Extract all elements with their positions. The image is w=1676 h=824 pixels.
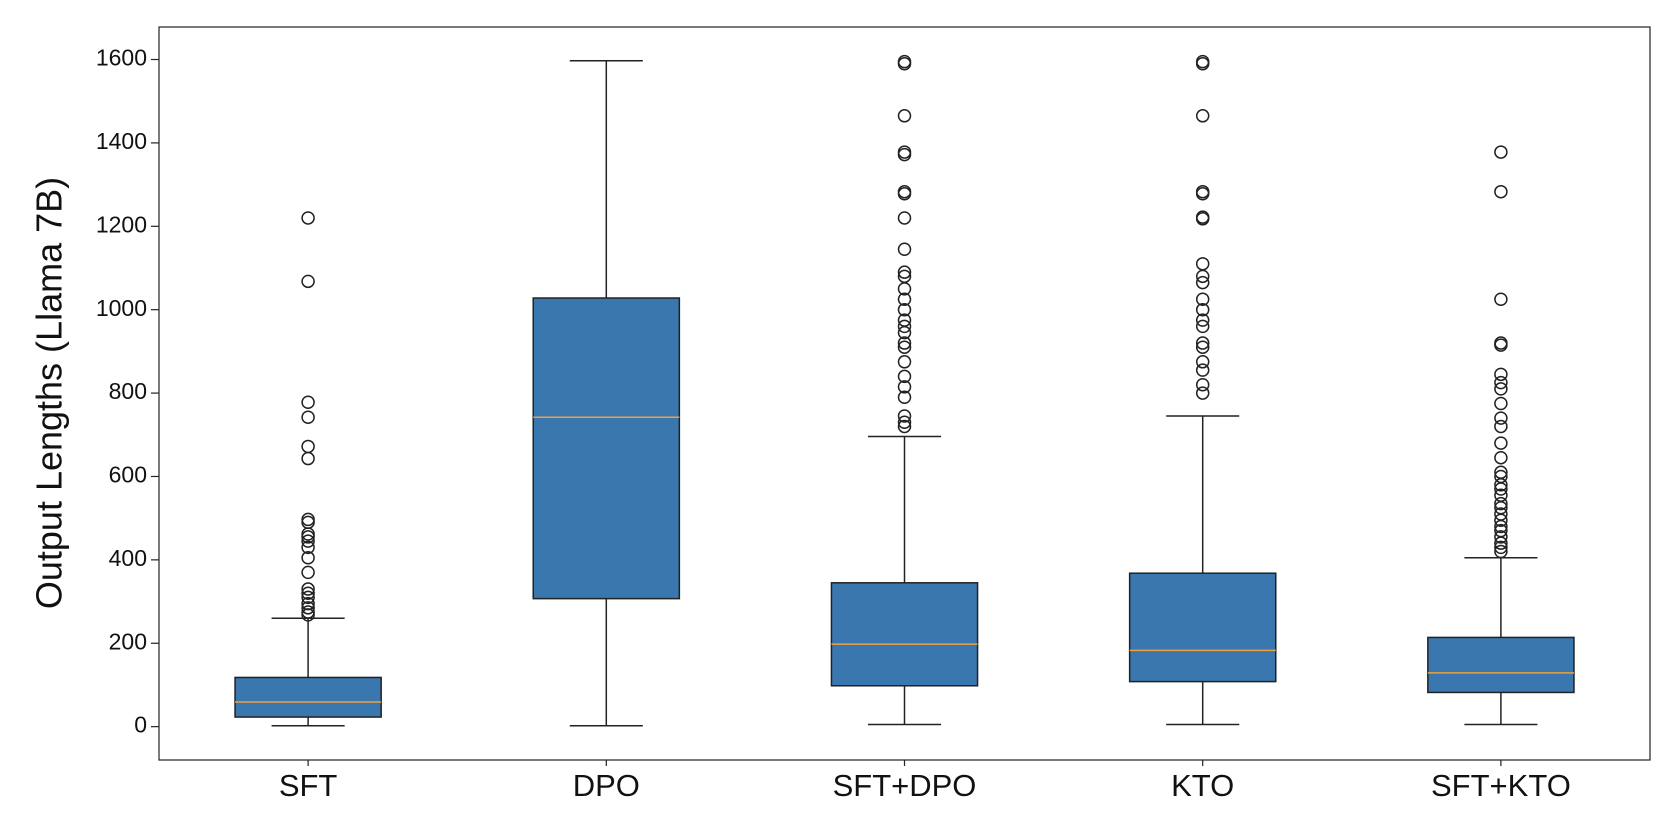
outlier — [301, 451, 315, 466]
outlier — [1494, 450, 1508, 465]
x-tick-label: KTO — [1171, 768, 1234, 803]
x-tick-label: SFT+KTO — [1431, 768, 1571, 803]
outlier — [1195, 377, 1210, 392]
outlier — [1494, 530, 1508, 544]
outlier — [1494, 536, 1508, 550]
outlier — [301, 551, 315, 565]
outlier — [897, 380, 912, 394]
outlier — [1494, 519, 1508, 534]
outlier — [897, 319, 912, 334]
outlier — [301, 410, 315, 425]
outlier — [1494, 513, 1508, 528]
outlier — [897, 415, 912, 430]
outlier — [1195, 386, 1210, 400]
outlier — [1494, 382, 1508, 396]
outlier — [301, 540, 315, 555]
outlier — [1494, 436, 1508, 450]
outlier — [897, 419, 912, 434]
outlier — [1195, 212, 1210, 226]
outlier — [897, 282, 912, 296]
outlier — [301, 601, 315, 615]
y-tick-label: 800 — [109, 378, 147, 404]
y-tick-label: 600 — [109, 462, 147, 488]
outlier — [301, 582, 315, 596]
y-tick-label: 1600 — [96, 45, 147, 71]
outlier — [1195, 319, 1210, 334]
outlier — [301, 512, 315, 527]
outlier — [897, 302, 912, 317]
outlier — [1195, 340, 1210, 354]
outlier — [301, 590, 315, 605]
outlier — [1195, 275, 1210, 290]
outlier — [1494, 496, 1508, 511]
outlier — [897, 325, 912, 340]
x-tick-label: SFT+DPO — [833, 768, 977, 803]
outlier — [897, 292, 912, 307]
outlier — [1494, 411, 1508, 425]
y-tick-label: 400 — [109, 545, 147, 571]
outlier — [1494, 396, 1508, 411]
y-tick-label: 1200 — [96, 211, 147, 237]
outlier — [897, 109, 912, 123]
box — [532, 297, 681, 600]
outlier — [897, 409, 912, 423]
outlier — [1195, 363, 1210, 377]
outlier — [301, 608, 315, 622]
outlier — [1195, 292, 1210, 307]
outlier — [897, 211, 912, 225]
box — [1427, 636, 1575, 694]
outlier — [1195, 56, 1210, 71]
outlier — [1195, 355, 1210, 369]
outlier — [1195, 257, 1210, 271]
outlier — [1494, 478, 1508, 492]
y-tick-label: 1000 — [96, 295, 147, 321]
outlier — [301, 534, 315, 548]
outlier — [1494, 145, 1508, 159]
outlier — [1494, 292, 1508, 307]
outlier — [897, 187, 912, 201]
outlier — [301, 530, 315, 544]
box — [1128, 572, 1277, 683]
outlier — [897, 242, 912, 256]
outlier — [301, 527, 315, 541]
y-tick-label: 0 — [134, 712, 147, 738]
outlier — [301, 274, 315, 289]
y-tick-label: 200 — [109, 628, 147, 654]
outlier — [897, 355, 912, 369]
outlier — [897, 147, 912, 162]
outlier — [1494, 540, 1508, 555]
outlier — [1494, 482, 1508, 496]
outlier — [897, 340, 912, 354]
outlier — [1195, 269, 1210, 284]
outlier — [1494, 375, 1508, 390]
outlier — [897, 265, 912, 279]
outlier — [301, 395, 315, 410]
outlier — [897, 336, 912, 350]
outlier — [1494, 544, 1508, 559]
outlier — [1195, 109, 1210, 123]
outlier — [1195, 336, 1210, 350]
y-tick-label: 1400 — [96, 128, 147, 154]
x-tick-label: SFT — [279, 768, 338, 803]
x-tick-label: DPO — [573, 768, 640, 803]
outlier — [897, 56, 912, 71]
y-axis-label: Output Lengths (Llama 7B) — [29, 177, 70, 609]
outlier — [1195, 187, 1210, 201]
outlier — [897, 369, 912, 384]
outlier — [301, 586, 315, 600]
outlier — [1494, 338, 1508, 352]
outlier — [301, 565, 315, 580]
box — [830, 582, 979, 687]
outlier — [1494, 367, 1508, 382]
outlier — [1494, 184, 1508, 199]
outlier — [1195, 302, 1210, 317]
outlier — [301, 515, 315, 530]
box — [234, 676, 382, 718]
outlier — [897, 390, 912, 405]
outlier — [301, 439, 315, 454]
outlier — [301, 211, 315, 225]
outlier — [1195, 313, 1210, 327]
outlier — [1494, 419, 1508, 434]
